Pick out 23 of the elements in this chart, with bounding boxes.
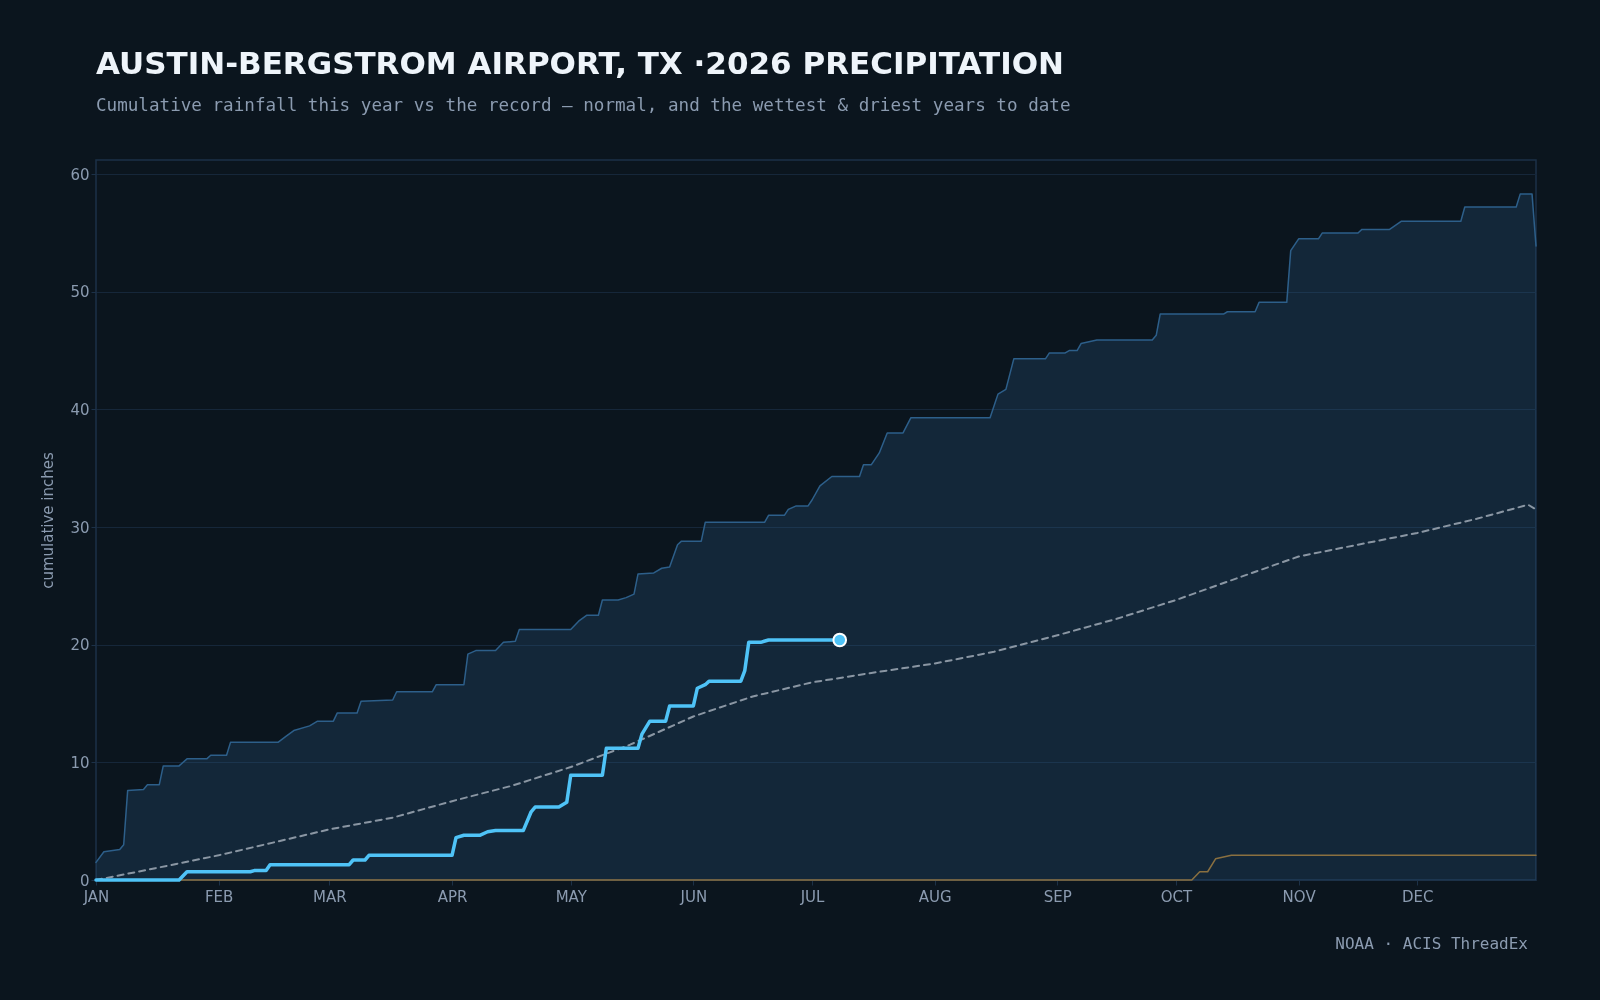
x-tick-label: NOV [1282,887,1317,906]
x-tick-label: JUN [679,887,708,906]
x-tick-label: APR [437,887,468,906]
x-tick-label: JUL [799,887,826,906]
text: NOAA · ACIS ThreadEx [1335,934,1529,953]
x-tick-label: FEB [204,887,234,906]
y-tick-label: 40 [70,400,90,419]
y-tick-label: 30 [70,518,90,537]
x-tick-label: SEP [1043,887,1072,906]
x-tick-label: MAR [313,887,347,906]
chart-subtitle: Cumulative rainfall this year vs the record — normal, and the wettest & driest years to date [96,95,1071,116]
chart-title: AUSTIN-BERGSTROM AIRPORT, TX ·2026 PRECIPITATION [96,45,1065,82]
x-tick-label: MAY [555,887,588,906]
y-axis-title: cumulative inches [39,452,58,589]
x-tick-label: OCT [1160,887,1194,906]
y-tick-label: 10 [70,753,90,772]
x-tick-label: DEC [1402,887,1434,906]
y-tick-label: 0 [79,871,90,890]
y-tick-label: 50 [70,283,90,302]
x-tick-label: JAN [82,887,110,906]
y-tick-label: 60 [70,165,90,184]
x-tick-label: AUG [918,887,952,906]
y-tick-label: 20 [70,636,90,655]
